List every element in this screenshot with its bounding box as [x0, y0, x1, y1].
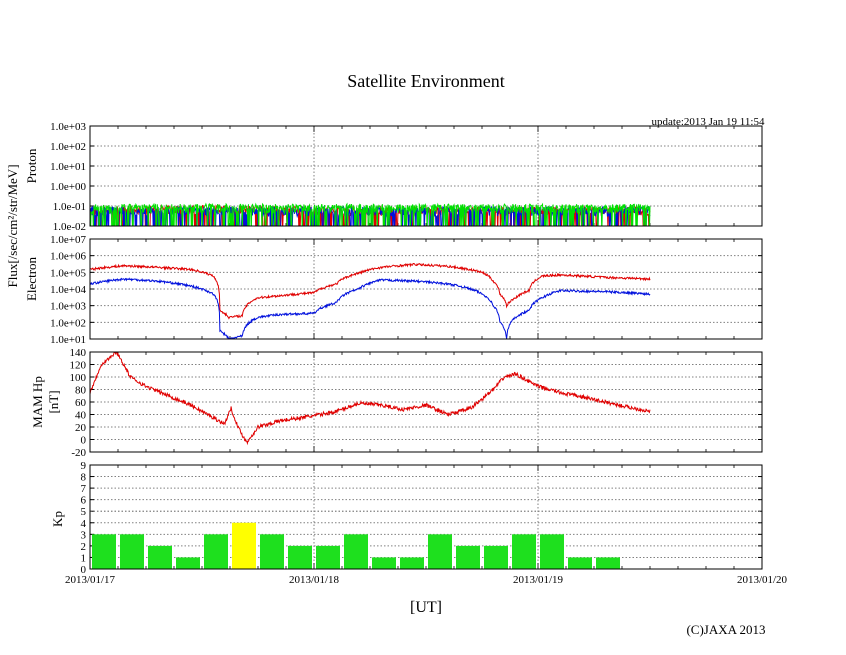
y-tick-label: 1.0e+02	[50, 317, 86, 329]
y-tick-label: 1.0e+06	[50, 251, 86, 263]
kp-bar	[484, 545, 508, 569]
y-tick-label: 1.0e+00	[50, 181, 86, 193]
series-line-blue	[90, 277, 651, 339]
kp-bar	[204, 534, 228, 569]
x-tick-label: 2013/01/18	[289, 574, 340, 586]
y-tick-label: -20	[71, 447, 86, 459]
y-tick-label: 6	[81, 495, 87, 507]
series-line-red	[90, 262, 651, 320]
plot-area-proton	[90, 202, 651, 226]
y-tick-label: 2	[81, 541, 87, 553]
y-tick-label: 0	[81, 564, 87, 576]
y-tick-label: 5	[81, 506, 87, 518]
kp-bar	[372, 557, 396, 569]
update-timestamp: update:2013 Jan 19 11:54	[652, 116, 765, 128]
y-tick-label: 1.0e-01	[53, 201, 86, 213]
x-tick-label: 2013/01/20	[737, 574, 788, 586]
y-tick-label: 80	[75, 385, 87, 397]
y-tick-label: 1.0e+07	[50, 234, 86, 246]
chart-title: Satellite Environment	[347, 71, 504, 91]
plot-area-kp	[92, 522, 620, 569]
y-tick-label: 100	[70, 372, 87, 384]
y-tick-label: 1.0e-02	[53, 221, 86, 233]
y-axis-label: Electron	[24, 256, 39, 301]
y-tick-label: 8	[81, 472, 87, 484]
kp-bar	[260, 534, 284, 569]
x-axis-label: [UT]	[410, 599, 442, 616]
y-tick-label: 1.0e+03	[50, 301, 86, 313]
panel-frame	[89, 351, 763, 453]
y-tick-label: 7	[81, 483, 87, 495]
y-tick-label: 4	[81, 518, 87, 530]
kp-bar	[148, 545, 172, 569]
y-tick-label: 1.0e+02	[50, 141, 86, 153]
y-tick-label: 1.0e+03	[50, 121, 86, 133]
y-tick-label: 120	[70, 360, 87, 372]
y-tick-label: 40	[75, 410, 87, 422]
y-tick-label: 60	[75, 397, 87, 409]
y-tick-label: 1	[81, 552, 87, 564]
y-tick-label: 140	[70, 347, 87, 359]
y-tick-label: 9	[81, 460, 87, 472]
x-tick-label: 2013/01/17	[65, 574, 116, 586]
y-axis-label: Proton	[24, 148, 39, 183]
kp-bar	[596, 557, 620, 569]
panel-proton: 1.0e+03 1.0e+02 1.0e+01 1.0e+00 1.0e-01 1.0e-…	[24, 121, 763, 233]
kp-bar	[120, 534, 144, 569]
copyright-text: (C)JAXA 2013	[686, 622, 765, 637]
y-tick-label: 1.0e+01	[50, 334, 86, 346]
y-tick-label: 1.0e+04	[50, 284, 86, 296]
kp-bar	[288, 545, 312, 569]
y-axis-label: [nT]	[46, 390, 61, 413]
series-line-red	[90, 352, 651, 446]
y-tick-label: 0	[81, 435, 87, 447]
panel-frame	[89, 238, 763, 340]
kp-bar	[92, 534, 116, 569]
kp-bar	[176, 557, 200, 569]
y-tick-label: 3	[81, 529, 87, 541]
y-tick-label: 20	[75, 422, 87, 434]
y-tick-label: 1.0e+01	[50, 161, 86, 173]
shared-y-axis-label: Flux[/sec/cm²/str/MeV]	[5, 164, 20, 287]
kp-bar	[232, 522, 256, 569]
plot-area-mam-hp	[90, 352, 651, 446]
panel-frame	[89, 125, 763, 227]
kp-bar	[456, 545, 480, 569]
y-axis-label: Kp	[50, 511, 65, 527]
y-axis-label: MAM Hp	[30, 376, 45, 428]
kp-bar	[428, 534, 452, 569]
panel-electron: 1.0e+07 1.0e+06 1.0e+05 1.0e+04 1.0e+03 1.0e+…	[24, 234, 763, 346]
kp-bar	[400, 557, 424, 569]
plot-area-electron	[90, 262, 651, 339]
kp-bar	[540, 534, 564, 569]
kp-bar	[344, 534, 368, 569]
y-tick-label: 1.0e+05	[50, 267, 86, 279]
x-tick-label: 2013/01/19	[513, 574, 564, 586]
kp-bar	[316, 545, 340, 569]
kp-bar	[512, 534, 536, 569]
kp-bar	[568, 557, 592, 569]
series-line-green	[90, 202, 651, 226]
panel-frame	[89, 464, 763, 570]
